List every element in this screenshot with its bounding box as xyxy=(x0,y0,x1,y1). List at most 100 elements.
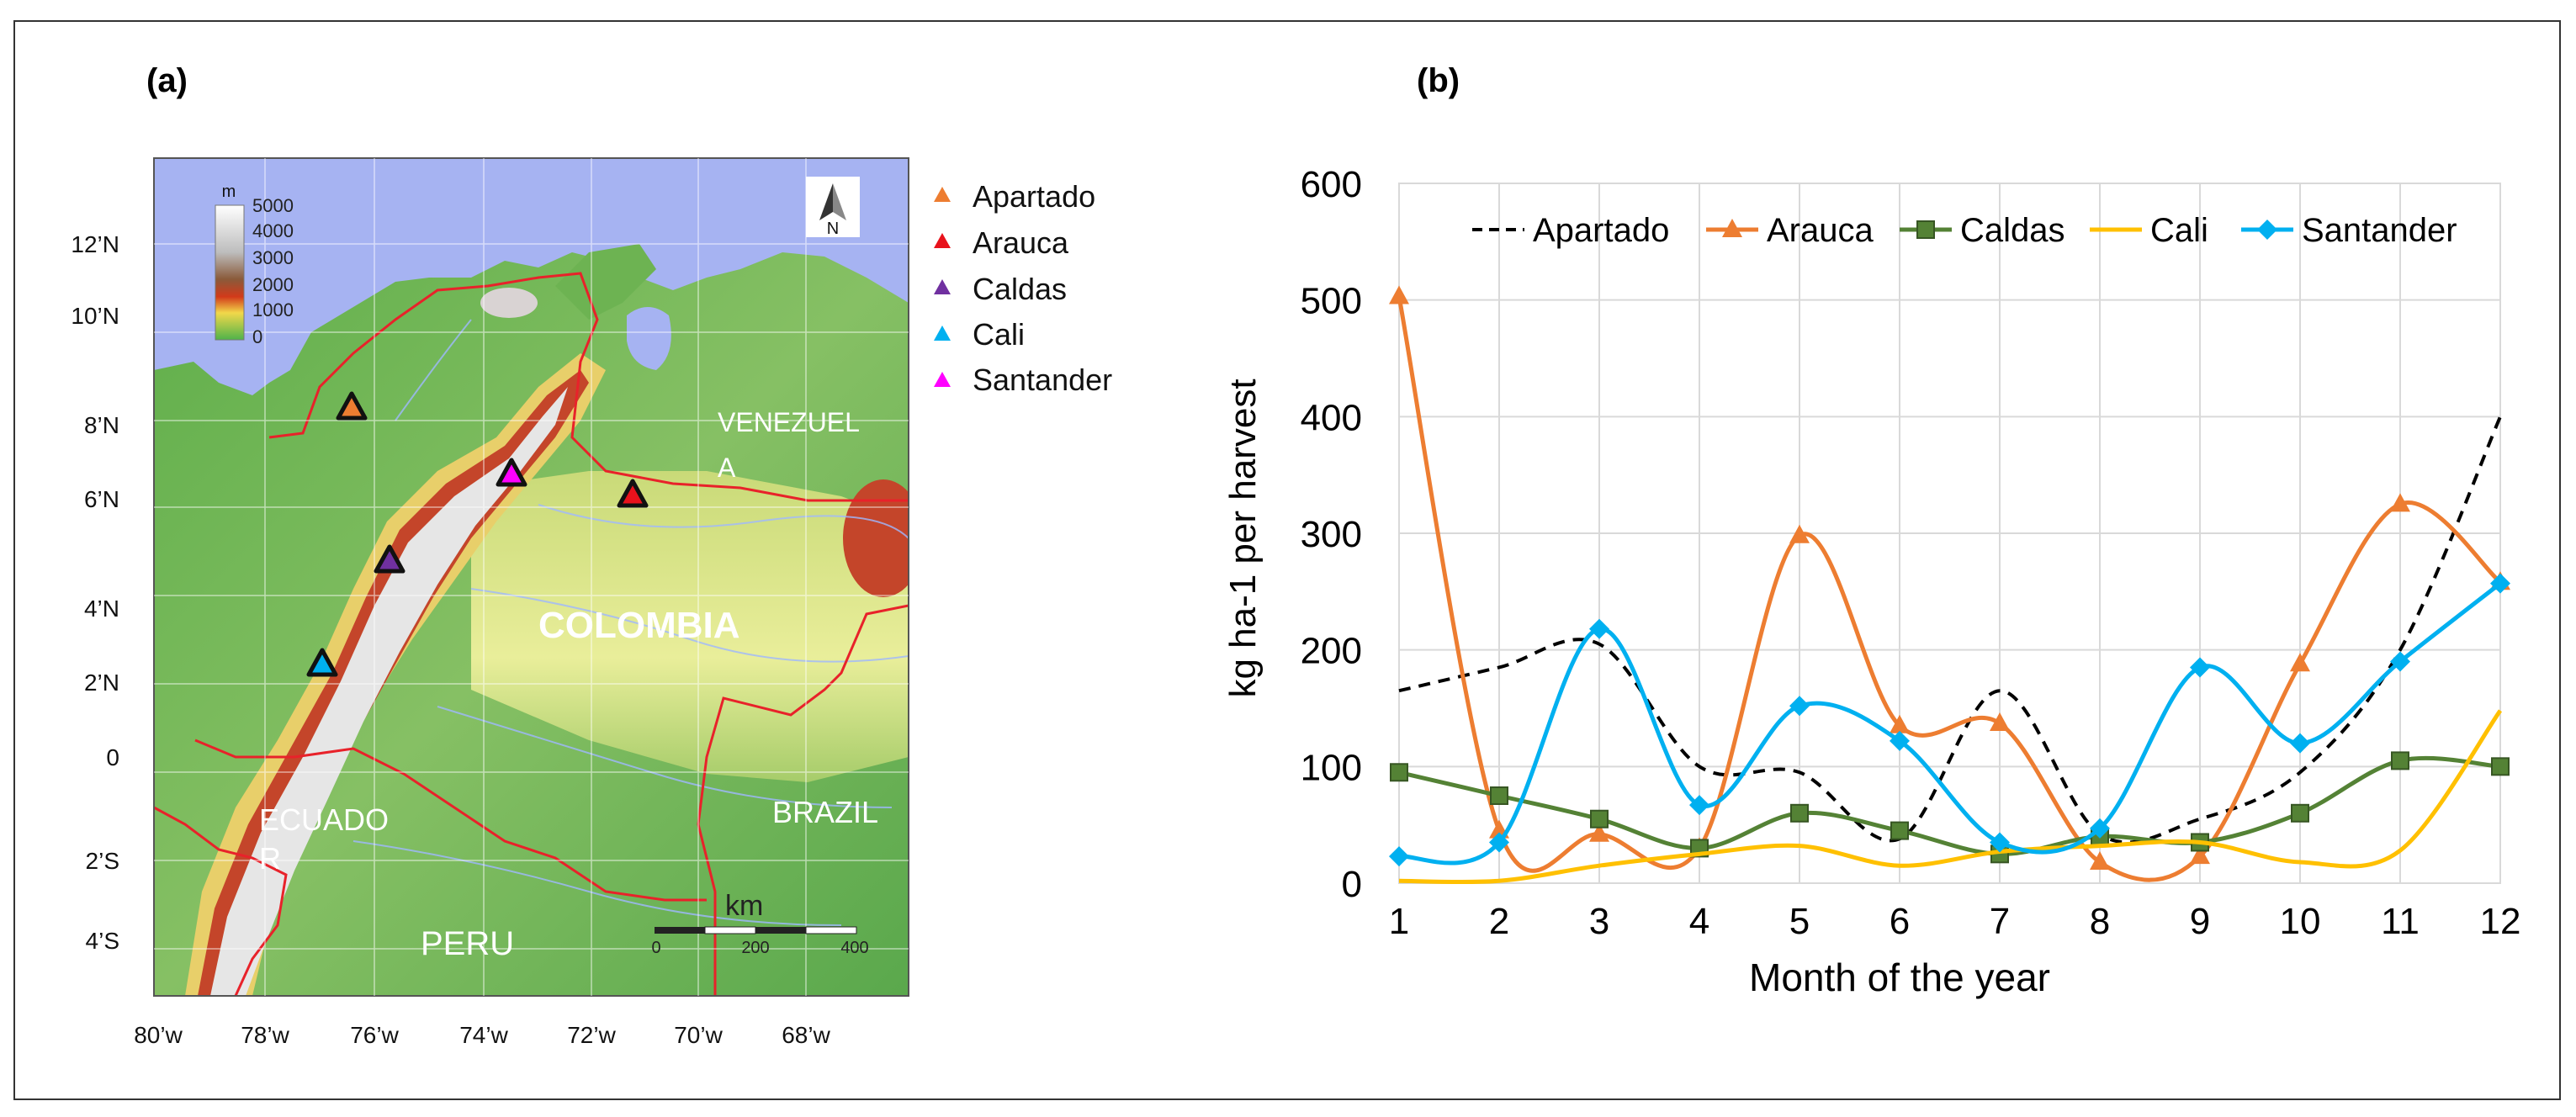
data-point-arauca xyxy=(2390,493,2410,512)
data-point-arauca xyxy=(1789,524,1810,543)
legend-entry-santander: Santander xyxy=(2302,212,2457,249)
y-tick-label: 100 xyxy=(1301,747,1362,788)
series-arauca xyxy=(1389,285,2510,882)
chart-legend: Apartado Arauca Caldas Cali Santander xyxy=(1472,212,2457,249)
series-apartado xyxy=(1398,416,2502,844)
site-marker-caldas xyxy=(374,544,405,574)
x-tick-label: 5 xyxy=(1789,901,1810,942)
country-ecuador-1: ECUADO xyxy=(259,802,389,837)
country-ecuador-2: R xyxy=(259,841,281,876)
legend-marker-apartado xyxy=(934,187,951,202)
y-tick-label: 200 xyxy=(1301,631,1362,672)
lat-label: 4’N xyxy=(84,596,119,622)
x-axis-label: Month of the year xyxy=(1749,956,2050,999)
data-point-santander xyxy=(1389,846,1409,867)
lat-label: 6’N xyxy=(84,486,119,512)
lon-label: 70’w xyxy=(674,1022,723,1048)
data-point-arauca xyxy=(2190,845,2210,865)
legend-marker-caldas xyxy=(1916,220,1935,239)
data-point-santander xyxy=(1990,832,2010,853)
x-tick-label: 7 xyxy=(1990,901,2010,942)
lon-label: 76’w xyxy=(350,1022,399,1048)
legend-label-santander: Santander xyxy=(973,363,1112,397)
series-caldas xyxy=(1390,751,2510,864)
x-tick-label: 4 xyxy=(1689,901,1709,942)
country-peru: PERU xyxy=(421,925,514,962)
lat-label: 12’N xyxy=(71,231,119,257)
data-point-arauca xyxy=(1890,714,1910,733)
y-tick-label: 0 xyxy=(1342,864,1362,905)
country-brazil: BRAZIL xyxy=(772,795,878,829)
data-point-arauca xyxy=(1990,712,2010,732)
plot-area xyxy=(1398,183,2501,884)
data-point-caldas xyxy=(1890,821,1909,840)
lat-label: 10’N xyxy=(71,303,119,329)
legend-marker-arauca xyxy=(1722,219,1742,237)
elevation-legend: m 5000 4000 3000 2000 1000 0 xyxy=(215,183,294,347)
guajira-peninsula xyxy=(555,244,656,320)
graticule xyxy=(154,158,909,996)
scale-bar: km 0 200 400 xyxy=(651,890,868,957)
lon-label: 72’w xyxy=(567,1022,616,1048)
site-markers xyxy=(306,391,649,677)
panel-a-label: (a) xyxy=(146,62,188,99)
elevation-tick: 4000 xyxy=(252,220,294,241)
legend-entry-arauca: Arauca xyxy=(1767,212,1874,249)
country-venezuela-1: VENEZUEL xyxy=(718,407,860,437)
x-tick-label: 3 xyxy=(1589,901,1609,942)
x-tick-label: 10 xyxy=(2280,901,2321,942)
elevation-tick: 3000 xyxy=(252,247,294,268)
data-point-caldas xyxy=(2291,803,2309,823)
series-line-caldas xyxy=(1398,755,2501,856)
elevation-tick: 0 xyxy=(252,326,262,347)
lon-labels: 80’w 78’w 76’w 74’w 72’w 70’w 68’w xyxy=(134,1022,830,1048)
data-point-santander xyxy=(1589,618,1609,639)
y-axis-label: kg ha-1 per harvest xyxy=(1222,379,1264,697)
elevation-tick: 1000 xyxy=(252,299,294,320)
data-point-santander xyxy=(1789,696,1810,717)
lat-label: 8’N xyxy=(84,412,119,438)
elevation-unit: m xyxy=(222,183,236,201)
site-marker-arauca xyxy=(617,479,649,508)
data-point-arauca xyxy=(1389,285,1409,304)
series-santander xyxy=(1389,573,2510,867)
data-point-santander xyxy=(2490,573,2510,594)
data-point-santander xyxy=(2290,733,2310,754)
x-tick-label: 1 xyxy=(1389,901,1409,942)
x-tick-label: 2 xyxy=(1489,901,1509,942)
data-point-santander xyxy=(2390,651,2410,672)
panel-b-label: (b) xyxy=(1417,62,1460,99)
legend-label-arauca: Arauca xyxy=(973,225,1069,260)
x-tick-label: 6 xyxy=(1890,901,1910,942)
data-point-santander xyxy=(2090,818,2110,839)
chart-grid xyxy=(1398,183,2501,884)
data-point-arauca xyxy=(1589,823,1609,842)
maracaibo-lake xyxy=(627,307,671,370)
country-labels: COLOMBIA VENEZUEL A ECUADO R BRAZIL PERU xyxy=(259,407,878,962)
site-marker-santander xyxy=(496,458,527,487)
legend-entry-caldas: Caldas xyxy=(1960,212,2065,249)
elevation-colorbar xyxy=(215,204,245,341)
map-border xyxy=(153,157,909,997)
data-point-caldas xyxy=(1790,803,1809,823)
legend-entry-cali: Cali xyxy=(2150,212,2208,249)
data-point-caldas xyxy=(2491,757,2510,776)
elevation-tick: 2000 xyxy=(252,274,294,295)
lat-label: 2’S xyxy=(86,848,119,874)
sierra-nevada xyxy=(480,288,538,318)
y-tick-label: 400 xyxy=(1301,397,1362,438)
legend-marker-cali xyxy=(934,326,951,341)
data-point-caldas xyxy=(1490,786,1508,805)
lat-label: 0 xyxy=(106,744,119,770)
legend-marker-santander xyxy=(2257,220,2277,240)
scale-tick: 200 xyxy=(741,939,769,957)
legend-entry-apartado: Apartado xyxy=(1533,212,1669,249)
lat-label: 2’N xyxy=(84,670,119,696)
lon-label: 78’w xyxy=(241,1022,289,1048)
lat-label: 4’S xyxy=(86,928,119,954)
data-point-santander xyxy=(1689,795,1709,816)
country-venezuela-2: A xyxy=(718,453,736,483)
